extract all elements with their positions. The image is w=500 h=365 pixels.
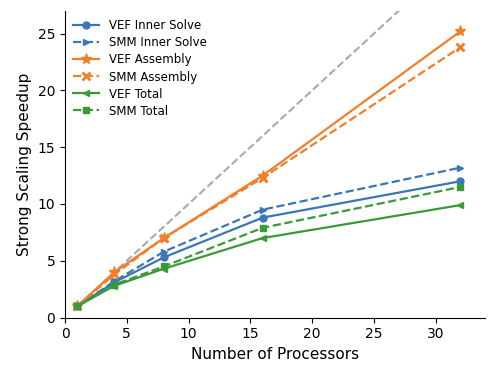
SMM Total	[260, 226, 266, 230]
Line: VEF Total: VEF Total	[74, 201, 464, 310]
SMM Assembly	[458, 45, 464, 50]
SMM Total	[161, 264, 167, 269]
SMM Total	[74, 304, 80, 308]
VEF Inner Solve	[260, 215, 266, 220]
VEF Inner Solve	[112, 280, 117, 285]
VEF Assembly	[112, 270, 117, 274]
SMM Assembly	[112, 272, 117, 277]
VEF Total	[458, 203, 464, 207]
SMM Assembly	[74, 304, 80, 308]
X-axis label: Number of Processors: Number of Processors	[191, 347, 359, 362]
Line: VEF Assembly: VEF Assembly	[72, 26, 466, 312]
VEF Inner Solve	[161, 255, 167, 260]
SMM Total	[112, 283, 117, 287]
SMM Inner Solve	[112, 279, 117, 283]
SMM Inner Solve	[458, 165, 464, 170]
SMM Inner Solve	[74, 304, 80, 308]
VEF Assembly	[161, 236, 167, 240]
Line: VEF Inner Solve: VEF Inner Solve	[74, 178, 464, 310]
SMM Inner Solve	[260, 207, 266, 212]
VEF Total	[260, 236, 266, 240]
VEF Inner Solve	[74, 304, 80, 308]
VEF Assembly	[74, 304, 80, 308]
SMM Total	[458, 185, 464, 189]
VEF Total	[112, 284, 117, 288]
Line: SMM Assembly: SMM Assembly	[73, 43, 464, 310]
VEF Total	[74, 304, 80, 308]
Y-axis label: Strong Scaling Speedup: Strong Scaling Speedup	[17, 73, 32, 256]
SMM Assembly	[161, 236, 167, 240]
SMM Assembly	[260, 176, 266, 180]
VEF Assembly	[458, 29, 464, 34]
Legend: VEF Inner Solve, SMM Inner Solve, VEF Assembly, SMM Assembly, VEF Total, SMM Tot: VEF Inner Solve, SMM Inner Solve, VEF As…	[68, 15, 212, 123]
VEF Assembly	[260, 173, 266, 178]
Line: SMM Total: SMM Total	[74, 184, 464, 310]
VEF Total	[161, 266, 167, 271]
VEF Inner Solve	[458, 179, 464, 184]
SMM Inner Solve	[161, 250, 167, 254]
Line: SMM Inner Solve: SMM Inner Solve	[74, 164, 464, 310]
